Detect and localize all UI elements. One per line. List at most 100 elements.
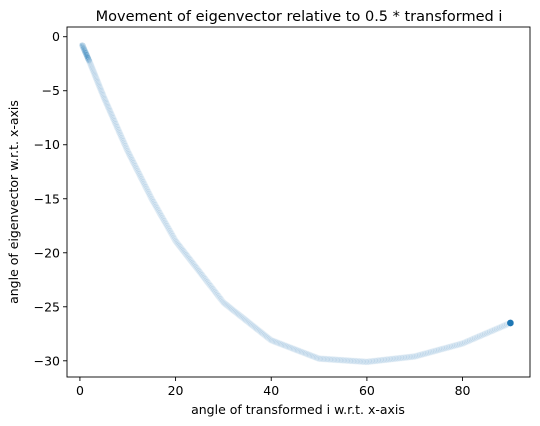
data-point xyxy=(399,354,407,362)
data-point xyxy=(245,318,253,326)
data-point xyxy=(246,319,254,327)
data-point xyxy=(92,74,100,83)
data-point xyxy=(249,322,258,330)
data-point xyxy=(286,343,294,352)
data-point xyxy=(299,349,307,357)
data-point xyxy=(309,352,317,360)
data-point xyxy=(233,309,241,317)
y-tick-label: −25 xyxy=(34,299,60,314)
y-tick-label: −15 xyxy=(34,191,60,206)
data-point xyxy=(394,354,402,362)
data-point xyxy=(393,354,401,363)
data-point xyxy=(247,320,255,328)
data-point xyxy=(191,261,199,270)
data-point xyxy=(287,344,296,352)
data-point xyxy=(229,306,237,314)
data-point xyxy=(294,347,302,355)
data-point xyxy=(405,353,413,361)
x-tick-label: 0 xyxy=(76,383,84,398)
data-point xyxy=(357,357,365,366)
data-point xyxy=(239,314,247,322)
data-point xyxy=(387,355,395,363)
data-point xyxy=(230,307,238,315)
data-point xyxy=(384,355,392,364)
data-point xyxy=(390,355,398,363)
data-point xyxy=(251,323,259,331)
data-point xyxy=(253,325,261,333)
data-point xyxy=(289,344,297,353)
data-point xyxy=(179,247,188,255)
data-point xyxy=(91,71,99,79)
data-point xyxy=(188,257,196,266)
data-point xyxy=(256,327,264,335)
y-tick-label: −10 xyxy=(34,137,60,152)
data-point xyxy=(242,316,250,325)
data-point xyxy=(189,259,197,267)
data-point xyxy=(396,354,404,362)
data-point xyxy=(262,332,270,340)
data-point xyxy=(182,251,191,259)
data-point xyxy=(297,348,305,356)
data-point xyxy=(183,252,192,260)
data-point xyxy=(301,349,309,357)
data-point xyxy=(172,237,180,245)
x-tick-label: 60 xyxy=(359,383,375,398)
data-point xyxy=(379,356,387,364)
highlight-point xyxy=(506,319,515,327)
data-point xyxy=(290,345,298,353)
data-point xyxy=(178,246,187,254)
y-tick-label: −20 xyxy=(34,245,60,260)
data-point xyxy=(234,310,242,318)
data-point xyxy=(232,308,240,316)
data-point xyxy=(302,350,310,358)
data-point xyxy=(193,264,201,272)
data-point xyxy=(310,353,318,361)
data-point xyxy=(397,354,405,362)
data-point xyxy=(93,76,101,84)
data-point xyxy=(236,312,244,320)
data-point xyxy=(285,343,293,351)
data-point xyxy=(361,358,369,366)
data-point xyxy=(388,355,396,363)
data-point xyxy=(180,248,189,256)
data-point xyxy=(176,243,185,251)
data-point xyxy=(385,355,393,363)
data-point xyxy=(360,358,368,366)
data-point xyxy=(403,353,412,361)
data-point xyxy=(240,315,248,323)
data-point xyxy=(259,330,267,338)
data-point xyxy=(85,58,94,66)
data-point xyxy=(190,260,198,268)
data-point xyxy=(243,317,251,326)
data-point xyxy=(313,354,321,362)
data-point xyxy=(237,313,246,321)
plot-frame xyxy=(66,26,531,378)
data-point xyxy=(181,250,190,258)
y-tick-label: −30 xyxy=(34,353,60,368)
data-point xyxy=(312,353,320,361)
data-point xyxy=(92,73,100,81)
data-point xyxy=(254,326,262,334)
data-point xyxy=(175,241,183,249)
data-point xyxy=(306,351,314,359)
data-point xyxy=(235,311,243,319)
data-point xyxy=(293,346,301,354)
data-point xyxy=(402,353,410,362)
points-layer xyxy=(79,42,515,366)
x-tick-label: 40 xyxy=(263,383,279,398)
data-point xyxy=(305,351,313,359)
data-point xyxy=(263,333,271,341)
data-point xyxy=(192,263,200,271)
y-tick-label: −5 xyxy=(42,83,60,98)
data-point xyxy=(407,353,415,361)
data-point xyxy=(98,90,106,98)
data-point xyxy=(173,238,181,246)
x-tick-label: 80 xyxy=(455,383,471,398)
data-point xyxy=(186,255,194,263)
data-point xyxy=(241,316,249,324)
data-point xyxy=(295,347,303,355)
y-tick-label: 0 xyxy=(52,29,60,44)
data-point xyxy=(303,350,311,358)
data-point xyxy=(252,324,260,332)
data-point xyxy=(261,331,269,339)
